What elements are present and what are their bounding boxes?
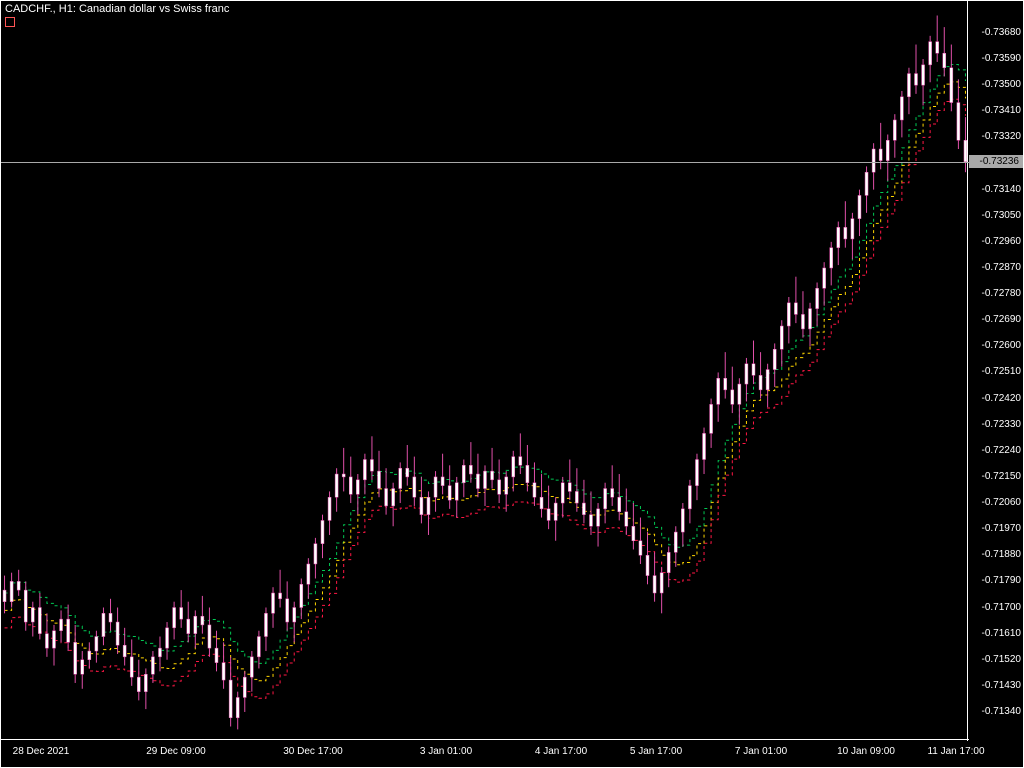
y-tick: -0.72240 bbox=[969, 445, 1021, 456]
y-tick: -0.73410 bbox=[969, 105, 1021, 116]
y-tick: -0.71430 bbox=[969, 680, 1021, 691]
current-price-line bbox=[1, 162, 969, 163]
x-tick: 29 Dec 09:00 bbox=[146, 746, 206, 757]
y-tick: -0.73590 bbox=[969, 53, 1021, 64]
current-price-label: -0.73236 bbox=[969, 155, 1023, 168]
y-tick: -0.72150 bbox=[969, 471, 1021, 482]
y-tick: -0.72420 bbox=[969, 393, 1021, 404]
y-tick: -0.71790 bbox=[969, 575, 1021, 586]
y-tick: -0.73140 bbox=[969, 184, 1021, 195]
y-tick: -0.73680 bbox=[969, 27, 1021, 38]
y-tick: -0.71520 bbox=[969, 654, 1021, 665]
x-tick: 3 Jan 01:00 bbox=[420, 746, 472, 757]
y-axis: -0.73236 -0.73680 -0.73590 -0.73500 -0.7341… bbox=[967, 1, 1023, 741]
y-tick: -0.72330 bbox=[969, 419, 1021, 430]
plot-area[interactable] bbox=[1, 1, 969, 741]
chart-title: CADCHF., H1: Canadian dollar vs Swiss fr… bbox=[5, 3, 229, 15]
x-axis: 28 Dec 2021 29 Dec 09:00 30 Dec 17:00 3 Jan… bbox=[1, 739, 969, 767]
x-tick: 4 Jan 17:00 bbox=[535, 746, 587, 757]
y-tick: -0.72960 bbox=[969, 236, 1021, 247]
y-tick: -0.72870 bbox=[969, 262, 1021, 273]
y-tick: -0.71610 bbox=[969, 628, 1021, 639]
y-tick: -0.72600 bbox=[969, 340, 1021, 351]
y-tick: -0.73320 bbox=[969, 131, 1021, 142]
y-tick: -0.73500 bbox=[969, 79, 1021, 90]
x-tick: 5 Jan 17:00 bbox=[630, 746, 682, 757]
x-tick: 30 Dec 17:00 bbox=[283, 746, 343, 757]
x-tick: 10 Jan 09:00 bbox=[837, 746, 895, 757]
x-tick: 28 Dec 2021 bbox=[13, 746, 70, 757]
x-tick: 7 Jan 01:00 bbox=[735, 746, 787, 757]
chart-symbol-icon bbox=[5, 17, 15, 27]
y-tick: -0.71700 bbox=[969, 602, 1021, 613]
y-tick: -0.72060 bbox=[969, 497, 1021, 508]
y-tick: -0.72780 bbox=[969, 288, 1021, 299]
y-tick: -0.72690 bbox=[969, 314, 1021, 325]
chart-container[interactable]: CADCHF., H1: Canadian dollar vs Swiss fr… bbox=[0, 0, 1024, 768]
y-tick: -0.71340 bbox=[969, 706, 1021, 717]
y-tick: -0.71880 bbox=[969, 549, 1021, 560]
y-tick: -0.73050 bbox=[969, 210, 1021, 221]
y-tick: -0.71970 bbox=[969, 523, 1021, 534]
candlestick-svg bbox=[1, 1, 969, 741]
y-tick: -0.72510 bbox=[969, 366, 1021, 377]
x-tick: 11 Jan 17:00 bbox=[927, 746, 984, 757]
